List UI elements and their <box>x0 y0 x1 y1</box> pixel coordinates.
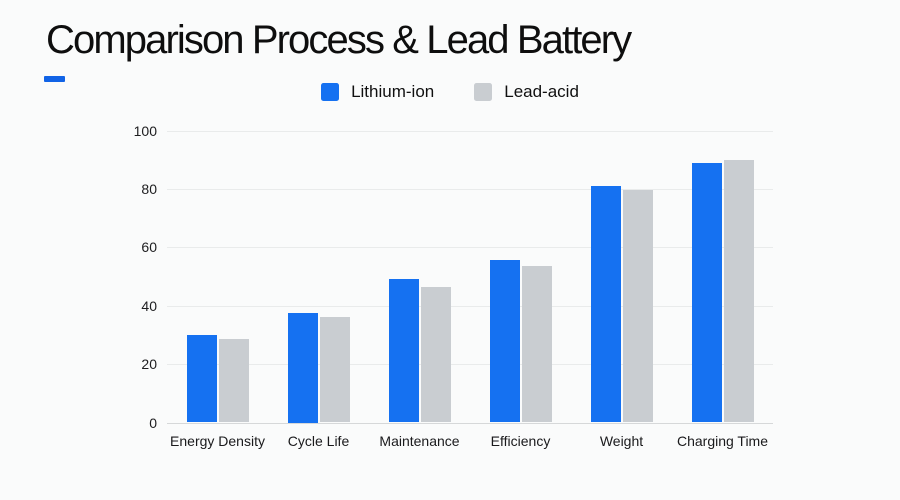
bar-lead-acid-cycle-life <box>319 317 350 423</box>
x-category-label-weight: Weight <box>599 433 644 449</box>
bar-lead-acid-efficiency <box>521 266 552 423</box>
bar-lithium-ion-weight <box>590 185 621 423</box>
page-title: Comparison Process & Lead Battery <box>46 18 632 62</box>
x-category-label-maintenance: Maintenance <box>379 433 460 449</box>
gridline-20 <box>167 364 773 366</box>
y-tick-label-0: 0 <box>149 414 157 431</box>
y-tick-label-60: 60 <box>141 239 157 256</box>
y-tick-label-40: 40 <box>141 297 157 314</box>
x-category-label-efficiency: Efficiency <box>490 433 551 449</box>
y-tick-label-80: 80 <box>141 180 157 197</box>
legend-label-lithium-ion: Lithium-ion <box>351 82 435 101</box>
y-tick-label-20: 20 <box>141 356 157 373</box>
bar-lead-acid-energy-density <box>218 339 249 423</box>
title-accent-dash <box>44 76 65 82</box>
bar-lithium-ion-efficiency <box>489 260 520 423</box>
gridline-80 <box>167 188 773 190</box>
chart-legend: Lithium-ion Lead-acid <box>0 82 900 102</box>
legend-label-lead-acid: Lead-acid <box>504 82 579 101</box>
legend-item-lithium-ion: Lithium-ion <box>321 82 434 102</box>
bar-lead-acid-weight <box>622 190 653 423</box>
x-category-label-charging-time: Charging Time <box>676 433 769 449</box>
y-tick-label-100: 100 <box>133 122 157 139</box>
legend-swatch-lithium-ion-icon <box>321 83 340 101</box>
gridline-100 <box>167 130 773 132</box>
gridline-60 <box>167 247 773 249</box>
bar-lithium-ion-charging-time <box>691 162 722 423</box>
bar-lithium-ion-energy-density <box>186 334 217 423</box>
bar-lead-acid-charging-time <box>723 159 754 423</box>
legend-item-lead-acid: Lead-acid <box>474 82 579 102</box>
gridline-40 <box>167 305 773 307</box>
legend-swatch-lead-acid-icon <box>474 83 493 101</box>
x-category-label-cycle-life: Cycle Life <box>287 433 350 449</box>
gridline-0 <box>167 422 773 424</box>
bar-lithium-ion-maintenance <box>388 279 419 423</box>
bar-lead-acid-maintenance <box>420 286 451 423</box>
bar-lithium-ion-cycle-life <box>287 313 318 423</box>
x-category-label-energy-density: Energy Density <box>170 433 265 449</box>
